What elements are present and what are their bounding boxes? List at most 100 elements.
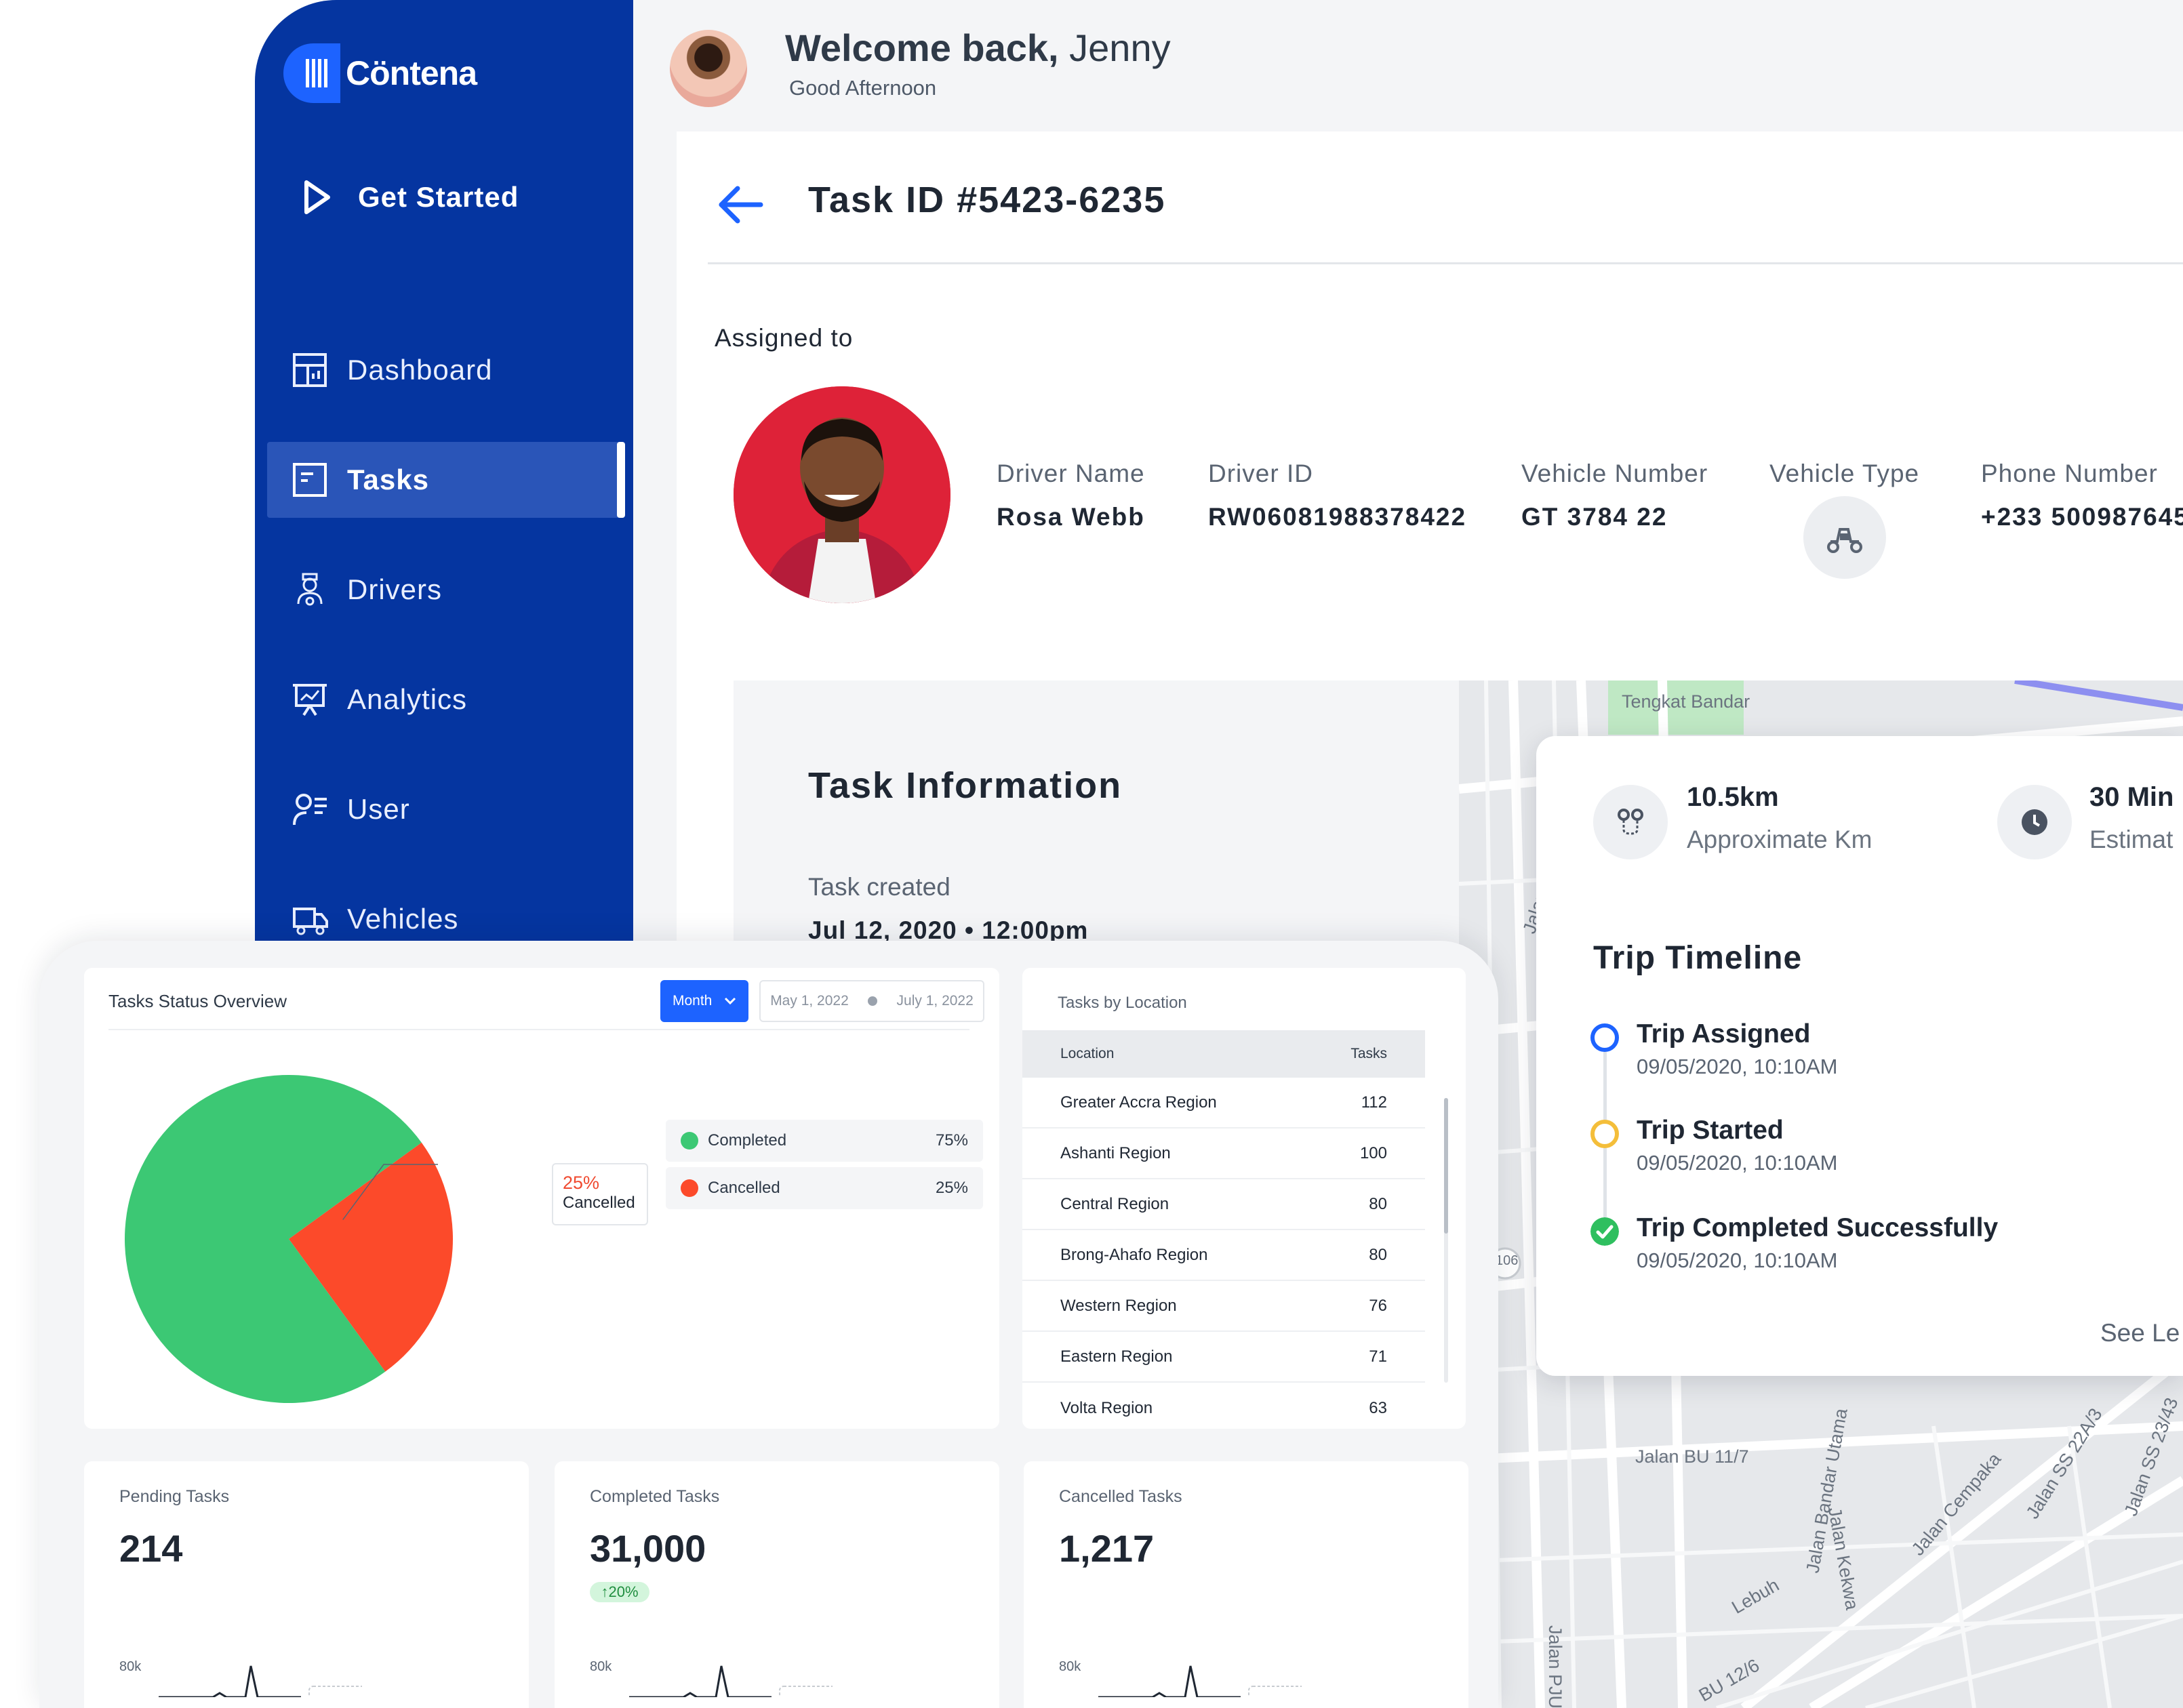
tasks-status-panel: Tasks Status Overview Month May 1, 2022 …: [84, 968, 999, 1429]
sidebar-item-tasks[interactable]: Tasks: [267, 442, 625, 518]
route-pins-icon: [1618, 809, 1643, 835]
pie-slice-completed[interactable]: [124, 1075, 422, 1403]
stat-label: Completed Tasks: [590, 1487, 720, 1506]
legend-swatch: [681, 1179, 698, 1197]
user-avatar[interactable]: [670, 30, 747, 107]
date-range-picker[interactable]: May 1, 2022 July 1, 2022: [759, 980, 984, 1022]
location-table-header: Location Tasks: [1022, 1030, 1425, 1078]
app-logo[interactable]: Cöntena: [283, 43, 477, 103]
sparkline-axis-label: 80k: [590, 1659, 612, 1674]
date-to: July 1, 2022: [896, 993, 974, 1009]
sparkline-icon: [159, 1665, 362, 1697]
step-date: 09/05/2020, 10:10AM: [1637, 1151, 1838, 1175]
location-tasks: 63: [1369, 1398, 1387, 1417]
phone-number-label: Phone Number: [1981, 460, 2158, 487]
phone-number-value: +233 500987645: [1981, 503, 2183, 531]
status-pie-chart: [124, 1075, 453, 1403]
map-label: Jalan BU 11/7: [1635, 1446, 1749, 1467]
user-icon: [293, 794, 327, 826]
get-started-link[interactable]: Get Started: [302, 179, 519, 216]
map-label: Jalan PJU: [1545, 1625, 1566, 1708]
sidebar-item-label: Drivers: [347, 573, 442, 605]
legend-percent: 75%: [935, 1131, 968, 1150]
callout-leader-line: [342, 1164, 438, 1220]
location-table-scrollbar[interactable]: [1444, 1098, 1448, 1383]
driver-id-label: Driver ID: [1208, 460, 1313, 487]
location-name: Eastern Region: [1060, 1347, 1173, 1366]
range-separator-icon: [868, 996, 878, 1006]
table-row[interactable]: Brong-Ahafo Region 80: [1022, 1230, 1425, 1281]
vehicle-type-badge: [1803, 496, 1886, 579]
month-dropdown[interactable]: Month: [660, 980, 748, 1022]
vehicle-type-label: Vehicle Type: [1769, 460, 1920, 487]
trip-timeline-title: Trip Timeline: [1593, 940, 1803, 976]
driver-id-field: Driver ID RW06081988378422: [1208, 460, 1466, 531]
tasks-by-location-title: Tasks by Location: [1058, 994, 1187, 1012]
tasks-status-title: Tasks Status Overview: [108, 991, 287, 1011]
location-tasks: 112: [1361, 1093, 1387, 1112]
tasks-by-location-panel: Tasks by Location Location Tasks Greater…: [1022, 968, 1466, 1429]
table-row[interactable]: Eastern Region 71: [1022, 1332, 1425, 1383]
table-row[interactable]: Central Region 80: [1022, 1179, 1425, 1230]
driver-name-field: Driver Name Rosa Webb: [997, 460, 1145, 531]
sparkline-axis-label: 80k: [1059, 1659, 1081, 1674]
stat-label: Pending Tasks: [119, 1487, 230, 1506]
month-dropdown-label: Month: [673, 993, 713, 1009]
stat-value: 31,000: [590, 1527, 706, 1570]
pie-callout: 25% Cancelled: [552, 1163, 648, 1225]
legend-item-completed: Completed 75%: [666, 1120, 983, 1162]
app-logo-text: Cöntena: [346, 54, 477, 92]
callout-percent: 25%: [563, 1173, 600, 1193]
location-name: Volta Region: [1060, 1398, 1153, 1417]
get-started-label: Get Started: [358, 181, 519, 213]
distance-label: Approximate Km: [1687, 826, 1872, 853]
tasks-column-header: Tasks: [1350, 1046, 1387, 1061]
check-circle-icon: [1590, 1217, 1619, 1246]
driver-photo: [734, 386, 950, 603]
sidebar-item-drivers[interactable]: Drivers: [267, 552, 620, 628]
location-name: Ashanti Region: [1060, 1143, 1171, 1162]
location-tasks: 76: [1369, 1296, 1387, 1315]
task-information-title: Task Information: [808, 765, 1123, 806]
welcome-message: Welcome back, Jenny: [785, 26, 1171, 70]
cancelled-tasks-card: Cancelled Tasks 1,217 80k: [1024, 1461, 1468, 1708]
sidebar-item-vehicles[interactable]: Vehicles: [267, 881, 620, 957]
location-name: Brong-Ahafo Region: [1060, 1245, 1208, 1264]
driver-name-value: Rosa Webb: [997, 503, 1145, 531]
location-name: Central Region: [1060, 1194, 1169, 1213]
location-tasks: 71: [1369, 1347, 1387, 1366]
sidebar-item-label: User: [347, 793, 410, 825]
map-road-number: 106: [1496, 1253, 1519, 1268]
sidebar-item-dashboard[interactable]: Dashboard: [267, 332, 620, 408]
table-row[interactable]: Ashanti Region 100: [1022, 1128, 1425, 1179]
logo-mark-icon: [283, 43, 340, 103]
completed-tasks-card: Completed Tasks 31,000 ↑20% 80k: [555, 1461, 999, 1708]
welcome-text: Welcome back,: [785, 26, 1059, 69]
location-name: Greater Accra Region: [1060, 1093, 1217, 1112]
sidebar-item-user[interactable]: User: [267, 771, 620, 847]
location-tasks: 80: [1369, 1245, 1387, 1264]
pie-slice-cancelled[interactable]: [289, 1142, 453, 1372]
table-row[interactable]: Western Region 76: [1022, 1281, 1425, 1332]
task-header: Task ID #5423-6235: [708, 156, 2183, 264]
callout-label: Cancelled: [563, 1194, 635, 1212]
sidebar-item-analytics[interactable]: Analytics: [267, 662, 620, 737]
driver-icon: [297, 573, 323, 606]
see-less-link[interactable]: See Le: [2100, 1319, 2180, 1347]
driver-portrait-icon: [734, 386, 950, 603]
sidebar-item-label: Analytics: [347, 683, 468, 715]
top-header: Welcome back, Jenny Good Afternoon: [633, 0, 2183, 131]
sparkline-icon: [1098, 1665, 1302, 1697]
panel-divider: [108, 1029, 969, 1030]
pending-tasks-card: Pending Tasks 214 80k: [84, 1461, 529, 1708]
sidebar-nav: Dashboard Tasks Drivers Analytics User V…: [267, 332, 625, 991]
vehicle-number-value: GT 3784 22: [1521, 503, 1668, 531]
stat-value: 1,217: [1059, 1527, 1155, 1570]
legend-label: Cancelled: [708, 1179, 780, 1197]
table-row[interactable]: Greater Accra Region 112: [1022, 1078, 1425, 1128]
scooter-icon: [1827, 528, 1862, 553]
trend-badge: ↑20%: [590, 1582, 649, 1602]
back-arrow-icon[interactable]: [717, 184, 765, 225]
vehicles-icon: [293, 908, 328, 935]
table-row[interactable]: Volta Region 63: [1022, 1383, 1425, 1434]
